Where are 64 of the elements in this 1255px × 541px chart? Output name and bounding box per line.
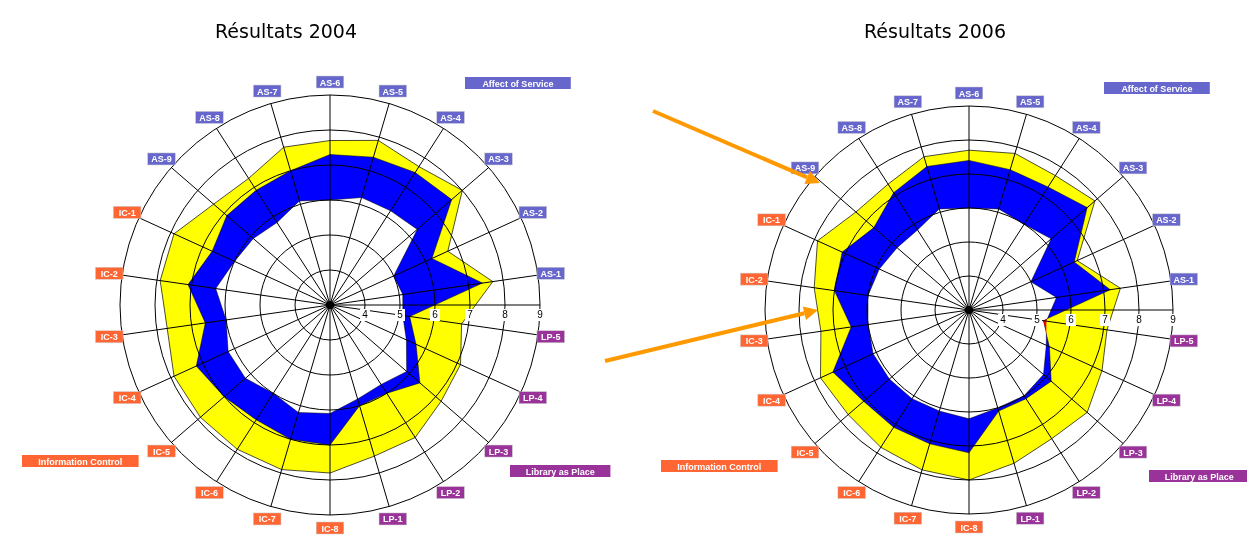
spoke-label: LP-5 bbox=[1174, 336, 1194, 347]
spoke-label: LP-5 bbox=[540, 332, 561, 343]
spoke-label: IC-3 bbox=[745, 336, 763, 347]
spoke-label: IC-5 bbox=[796, 447, 814, 458]
spoke-label: AS-7 bbox=[256, 86, 278, 97]
y-tick-label: 4 bbox=[362, 309, 369, 320]
spoke-label: AS-6 bbox=[958, 88, 980, 99]
spoke-label: AS-4 bbox=[440, 112, 461, 123]
spoke-label: AS-1 bbox=[1173, 274, 1195, 285]
spoke-label: LP-3 bbox=[1123, 447, 1143, 458]
spoke-label: AS-9 bbox=[794, 163, 816, 174]
spoke-label: LP-3 bbox=[488, 446, 509, 457]
spoke-label: IC-2 bbox=[745, 274, 763, 285]
spoke-label: AS-2 bbox=[1156, 215, 1177, 226]
y-tick-label: 8 bbox=[1136, 314, 1143, 325]
spoke-label: AS-9 bbox=[151, 154, 172, 165]
spoke-label: LP-1 bbox=[383, 514, 403, 525]
chart-title: Résultats 2006 bbox=[863, 20, 1007, 42]
spoke-label: AS-7 bbox=[897, 97, 919, 108]
spoke-label: AS-2 bbox=[522, 207, 544, 218]
text: Library as Place bbox=[1164, 471, 1234, 482]
y-tick-label: 6 bbox=[1068, 314, 1075, 325]
spoke-label: IC-1 bbox=[763, 215, 781, 226]
spoke-label: IC-8 bbox=[960, 522, 978, 533]
spoke-label: IC-7 bbox=[899, 513, 917, 524]
y-tick-label: 7 bbox=[467, 309, 474, 320]
spoke-label: IC-5 bbox=[152, 446, 170, 457]
spoke-label: AS-1 bbox=[540, 268, 561, 279]
spoke-label: IC-6 bbox=[200, 488, 218, 499]
chart-title: Résultats 2004 bbox=[214, 20, 358, 42]
text: Information Control bbox=[38, 456, 123, 467]
y-tick-label: 8 bbox=[502, 309, 509, 320]
y-tick-label: 7 bbox=[1102, 314, 1109, 325]
spoke-label: IC-8 bbox=[321, 523, 339, 534]
spoke-label: IC-1 bbox=[118, 207, 136, 218]
spoke-label: AS-3 bbox=[488, 154, 509, 165]
spoke-label: IC-4 bbox=[763, 395, 781, 406]
spoke-label: LP-2 bbox=[1076, 488, 1097, 499]
spoke-label: AS-8 bbox=[199, 112, 220, 123]
y-tick-label: 9 bbox=[537, 309, 544, 320]
spoke-label: AS-4 bbox=[1076, 122, 1097, 133]
spoke-label: IC-6 bbox=[843, 488, 861, 499]
spoke-label: LP-4 bbox=[1156, 395, 1177, 406]
y-tick-label: 6 bbox=[432, 309, 439, 320]
spoke-label: IC-4 bbox=[118, 393, 136, 404]
text: Affect of Service bbox=[1121, 83, 1193, 94]
text: Affect of Service bbox=[482, 78, 554, 89]
spoke-label: AS-5 bbox=[382, 86, 404, 97]
spoke-label: IC-3 bbox=[100, 332, 118, 343]
text: Information Control bbox=[677, 461, 762, 472]
y-tick-label: 5 bbox=[397, 309, 404, 320]
spoke-label: AS-5 bbox=[1019, 97, 1041, 108]
y-tick-label: 5 bbox=[1034, 314, 1041, 325]
spoke-label: LP-4 bbox=[523, 393, 543, 404]
text: Library as Place bbox=[525, 466, 595, 477]
spoke-label: LP-2 bbox=[440, 488, 461, 499]
spoke-label: AS-3 bbox=[1122, 163, 1144, 174]
spoke-label: IC-7 bbox=[258, 514, 276, 525]
spoke-label: IC-2 bbox=[100, 268, 118, 279]
y-tick-label: 4 bbox=[1000, 314, 1007, 325]
spoke-label: AS-8 bbox=[841, 122, 862, 133]
y-tick-label: 9 bbox=[1170, 314, 1177, 325]
spoke-label: LP-1 bbox=[1020, 513, 1040, 524]
spoke-label: AS-6 bbox=[319, 77, 341, 88]
